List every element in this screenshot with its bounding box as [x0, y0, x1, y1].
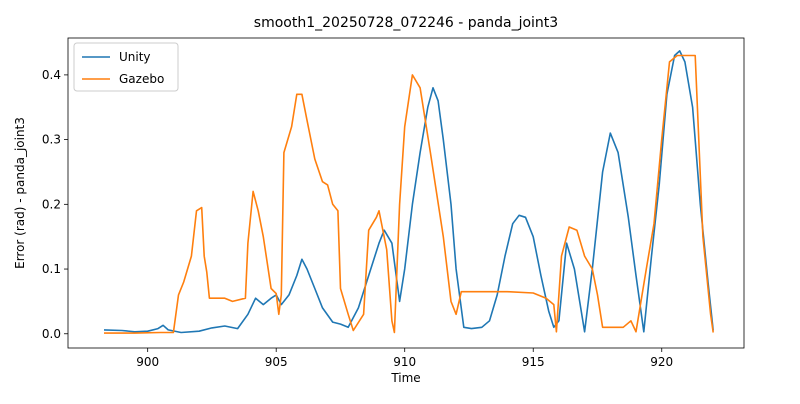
plot-frame — [67, 37, 745, 349]
legend-label-gazebo: Gazebo — [119, 72, 164, 86]
x-tick-label: 920 — [650, 355, 673, 369]
chart-title: smooth1_20250728_072246 - panda_joint3 — [254, 15, 558, 31]
x-tick-label: 905 — [265, 355, 288, 369]
y-axis: 0.0 0.1 0.2 0.3 0.4 — [42, 68, 68, 341]
legend: Unity Gazebo — [73, 42, 179, 92]
x-tick-label: 910 — [393, 355, 416, 369]
plot-lines — [103, 50, 714, 334]
y-tick-label: 0.4 — [42, 68, 61, 82]
y-tick-label: 0.0 — [42, 327, 61, 341]
x-tick-label: 900 — [136, 355, 159, 369]
x-axis-label: Time — [390, 371, 420, 385]
series-line-unity — [103, 50, 714, 334]
x-tick-label: 915 — [522, 355, 545, 369]
series-line-gazebo — [104, 54, 714, 334]
legend-label-unity: Unity — [119, 50, 151, 64]
y-tick-label: 0.2 — [42, 197, 61, 211]
y-axis-label: Error (rad) - panda_joint3 — [13, 117, 27, 269]
x-axis: 900 905 910 915 920 — [136, 348, 673, 369]
y-tick-label: 0.1 — [42, 262, 61, 276]
y-tick-label: 0.3 — [42, 133, 61, 147]
